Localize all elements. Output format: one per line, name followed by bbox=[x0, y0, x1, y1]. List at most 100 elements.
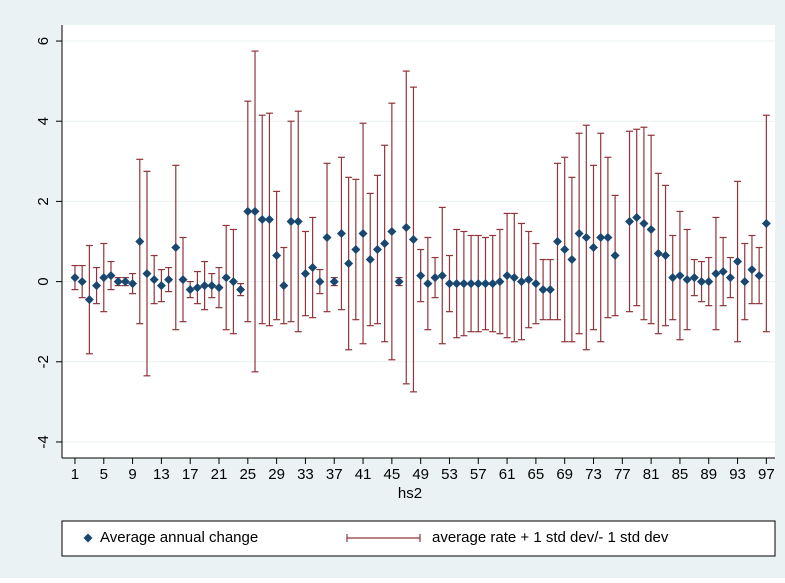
x-tick-label: 33 bbox=[297, 466, 314, 483]
marker bbox=[214, 283, 224, 293]
marker bbox=[675, 271, 685, 281]
marker bbox=[646, 224, 656, 234]
marker bbox=[697, 277, 707, 287]
marker bbox=[480, 279, 490, 289]
marker bbox=[221, 273, 231, 283]
marker bbox=[250, 206, 260, 216]
marker bbox=[416, 271, 426, 281]
marker bbox=[632, 212, 642, 222]
marker bbox=[603, 232, 613, 242]
marker bbox=[308, 263, 318, 273]
x-tick-label: 37 bbox=[326, 466, 343, 483]
marker bbox=[344, 259, 354, 269]
marker bbox=[437, 271, 447, 281]
marker bbox=[444, 279, 454, 289]
marker bbox=[761, 218, 771, 228]
marker bbox=[725, 273, 735, 283]
y-tick-label: 0 bbox=[35, 277, 52, 285]
x-tick-label: 57 bbox=[470, 466, 487, 483]
marker bbox=[596, 232, 606, 242]
marker bbox=[272, 251, 282, 261]
legend-marker bbox=[83, 533, 93, 543]
marker bbox=[329, 277, 339, 287]
marker bbox=[733, 257, 743, 267]
marker bbox=[286, 216, 296, 226]
y-tick-label: 2 bbox=[35, 197, 52, 205]
x-tick-label: 29 bbox=[268, 466, 285, 483]
marker bbox=[300, 269, 310, 279]
marker bbox=[589, 243, 599, 253]
x-tick-label: 17 bbox=[182, 466, 199, 483]
marker bbox=[531, 279, 541, 289]
marker bbox=[120, 277, 130, 287]
marker bbox=[524, 275, 534, 285]
marker bbox=[625, 216, 635, 226]
marker bbox=[336, 228, 346, 238]
y-tick-label: 4 bbox=[35, 117, 52, 125]
x-tick-label: 85 bbox=[672, 466, 689, 483]
marker bbox=[560, 245, 570, 255]
marker bbox=[106, 271, 116, 281]
marker bbox=[401, 222, 411, 232]
x-axis-label: hs2 bbox=[398, 485, 422, 502]
marker bbox=[200, 281, 210, 291]
x-tick-label: 9 bbox=[128, 466, 136, 483]
marker bbox=[164, 275, 174, 285]
marker bbox=[740, 277, 750, 287]
y-tick-label: -2 bbox=[35, 355, 52, 368]
marker bbox=[452, 279, 462, 289]
x-tick-label: 65 bbox=[528, 466, 545, 483]
marker bbox=[574, 228, 584, 238]
x-tick-label: 5 bbox=[100, 466, 108, 483]
x-tick-label: 49 bbox=[412, 466, 429, 483]
marker bbox=[552, 237, 562, 246]
marker bbox=[322, 232, 332, 242]
marker bbox=[351, 245, 361, 255]
marker bbox=[293, 216, 303, 226]
marker bbox=[128, 279, 138, 289]
marker bbox=[711, 269, 721, 279]
x-tick-label: 41 bbox=[355, 466, 372, 483]
marker bbox=[156, 281, 166, 291]
marker bbox=[135, 237, 145, 246]
marker bbox=[70, 273, 80, 283]
marker bbox=[264, 214, 274, 224]
x-tick-label: 89 bbox=[700, 466, 717, 483]
marker bbox=[257, 214, 267, 224]
marker bbox=[192, 283, 202, 293]
marker bbox=[113, 277, 123, 287]
marker bbox=[581, 232, 591, 242]
y-tick-label: -4 bbox=[35, 435, 52, 448]
marker bbox=[538, 285, 548, 295]
marker bbox=[466, 279, 476, 289]
x-tick-label: 25 bbox=[239, 466, 256, 483]
marker bbox=[365, 255, 375, 265]
marker bbox=[430, 273, 440, 283]
x-tick-label: 53 bbox=[441, 466, 458, 483]
marker bbox=[502, 271, 512, 281]
marker bbox=[387, 226, 397, 236]
marker bbox=[567, 255, 577, 265]
marker bbox=[668, 273, 678, 283]
x-tick-label: 1 bbox=[71, 466, 79, 483]
marker bbox=[228, 277, 238, 287]
marker bbox=[279, 281, 289, 291]
marker bbox=[149, 275, 159, 285]
marker bbox=[747, 265, 757, 275]
marker bbox=[423, 279, 433, 289]
marker bbox=[142, 269, 152, 279]
marker bbox=[408, 234, 418, 244]
marker bbox=[516, 277, 526, 287]
marker bbox=[178, 275, 188, 285]
marker bbox=[207, 281, 217, 291]
legend-label: average rate + 1 std dev/- 1 std dev bbox=[432, 529, 669, 546]
marker bbox=[473, 279, 483, 289]
plot-area bbox=[62, 25, 775, 458]
x-tick-label: 13 bbox=[153, 466, 170, 483]
marker bbox=[653, 249, 663, 259]
x-tick-label: 77 bbox=[614, 466, 631, 483]
marker bbox=[99, 273, 109, 283]
marker bbox=[639, 218, 649, 228]
marker bbox=[358, 228, 368, 238]
